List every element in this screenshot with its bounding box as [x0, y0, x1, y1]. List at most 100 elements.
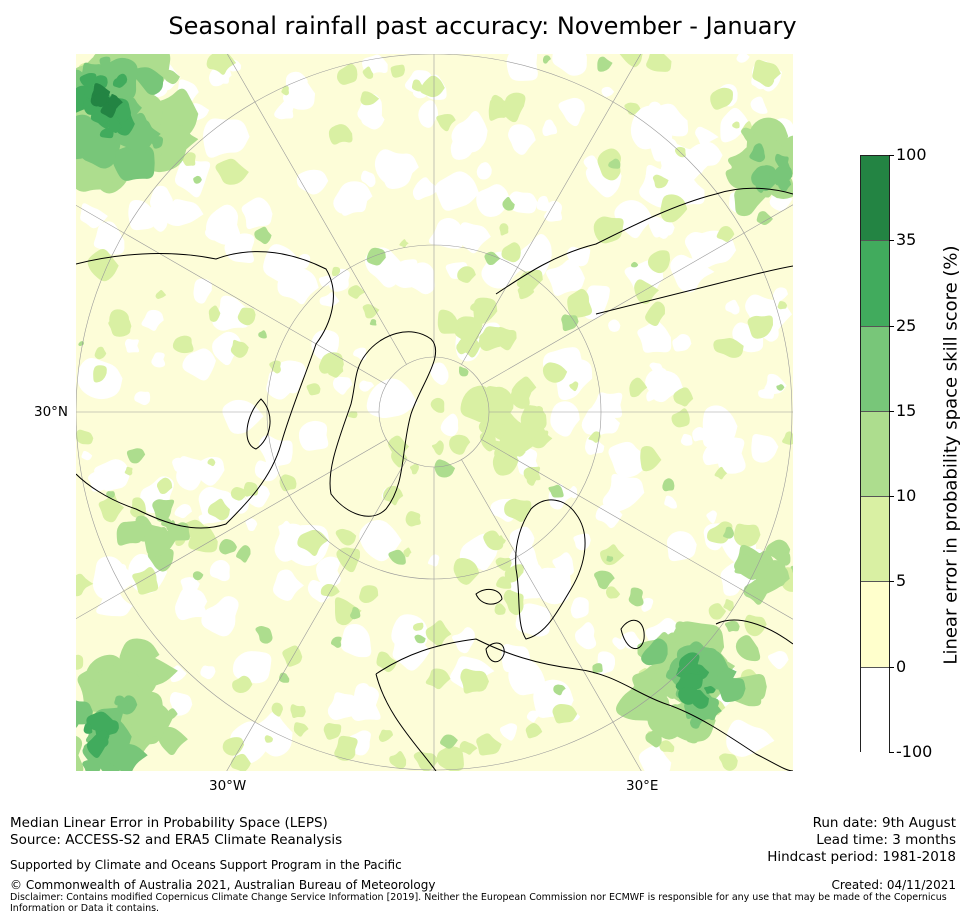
skill-patch	[353, 683, 375, 710]
skill-patch	[503, 589, 524, 616]
skill-patch	[710, 87, 734, 110]
skill-patch	[106, 491, 115, 498]
skill-patch	[188, 525, 218, 553]
created-date: Created: 04/11/2021	[831, 878, 956, 892]
skill-patch	[665, 667, 677, 680]
skill-patch	[459, 366, 469, 377]
skill-patch	[510, 385, 532, 409]
skill-patch	[152, 499, 175, 523]
skill-patch	[230, 753, 251, 771]
meridian-line	[76, 204, 387, 385]
skill-patch	[716, 676, 746, 703]
colorbar-bin	[861, 326, 889, 412]
skill-patch	[749, 143, 766, 163]
skill-patch	[751, 166, 770, 185]
colorbar-bin	[861, 156, 889, 242]
skill-patch	[508, 124, 536, 155]
skill-patch	[175, 585, 207, 621]
skill-patch	[359, 520, 402, 562]
skill-patch	[264, 735, 273, 743]
skill-patch	[389, 750, 407, 769]
skill-patch	[418, 100, 439, 128]
footer-disclaimer-line1: Disclaimer: Contains modified Copernicus…	[10, 892, 947, 903]
skill-patch	[708, 603, 727, 620]
skill-patch	[695, 126, 719, 146]
skill-patch	[117, 695, 138, 715]
skill-patch	[652, 174, 669, 189]
skill-patch	[501, 242, 521, 263]
skill-score-field	[76, 54, 793, 771]
skill-patch	[420, 75, 445, 98]
skill-patch	[602, 473, 645, 513]
skill-patch	[646, 54, 672, 72]
skill-patch	[87, 471, 106, 492]
skill-patch	[675, 257, 704, 288]
skill-patch	[134, 391, 151, 406]
skill-patch	[706, 510, 717, 524]
skill-patch	[412, 622, 424, 631]
skill-patch	[706, 521, 733, 544]
skill-patch	[755, 182, 768, 193]
skill-patch	[245, 518, 258, 532]
skill-patch	[382, 485, 404, 506]
meridian-line	[76, 439, 387, 620]
skill-patch	[542, 119, 558, 137]
skill-patch	[624, 102, 641, 116]
skill-patch	[108, 117, 123, 134]
skill-patch	[732, 121, 740, 129]
colorbar-label: Linear error in probability space skill …	[940, 245, 962, 665]
skill-patch	[230, 486, 248, 501]
skill-patch	[215, 158, 249, 185]
longitude-label-30e: 30°E	[626, 778, 659, 794]
skill-patch	[778, 550, 791, 566]
footer-disclaimer: Disclaimer: Contains modified Copernicus…	[10, 892, 947, 914]
skill-patch	[409, 463, 419, 475]
skill-patch	[647, 250, 671, 274]
skill-patch	[640, 445, 662, 472]
skill-patch	[176, 456, 203, 491]
skill-patch	[605, 586, 621, 599]
skill-patch	[484, 251, 501, 266]
skill-patch	[174, 503, 192, 519]
skill-patch	[782, 431, 793, 445]
skill-patch	[552, 703, 578, 724]
skill-patch	[319, 292, 340, 307]
skill-patch	[131, 67, 164, 95]
skill-patch	[279, 672, 290, 683]
skill-patch	[222, 399, 264, 434]
skill-patch	[606, 555, 614, 562]
coastline	[329, 331, 437, 517]
meridian-line	[226, 54, 407, 365]
skill-patch	[290, 704, 306, 718]
skill-patch	[733, 523, 761, 548]
skill-patch	[151, 352, 166, 368]
skill-patch	[281, 85, 289, 96]
skill-patch	[318, 275, 332, 287]
coastline	[515, 499, 586, 640]
skill-patch	[501, 644, 531, 673]
skill-patch	[336, 547, 361, 573]
skill-patch	[428, 218, 463, 249]
skill-patch	[94, 459, 130, 491]
skill-patch	[725, 163, 747, 189]
skill-patch	[193, 175, 202, 184]
skill-patch	[79, 73, 97, 90]
skill-patch	[80, 136, 116, 169]
skill-patch	[496, 576, 512, 589]
skill-patch	[274, 523, 308, 562]
skill-patch	[282, 71, 316, 110]
skill-patch	[206, 54, 237, 75]
colorbar-tick-label: 10	[888, 488, 916, 504]
coastline	[620, 619, 645, 649]
skill-patch	[709, 435, 746, 474]
skill-patch	[360, 91, 380, 106]
footer-description: Median Linear Error in Probability Space…	[10, 815, 342, 849]
skill-patch	[597, 56, 613, 72]
skill-patch	[756, 211, 773, 226]
skill-patch	[777, 301, 788, 310]
skill-patch	[630, 261, 639, 268]
skill-patch	[476, 184, 510, 217]
skill-patch	[460, 668, 489, 694]
skill-patch	[724, 620, 740, 632]
skill-patch	[548, 484, 564, 498]
